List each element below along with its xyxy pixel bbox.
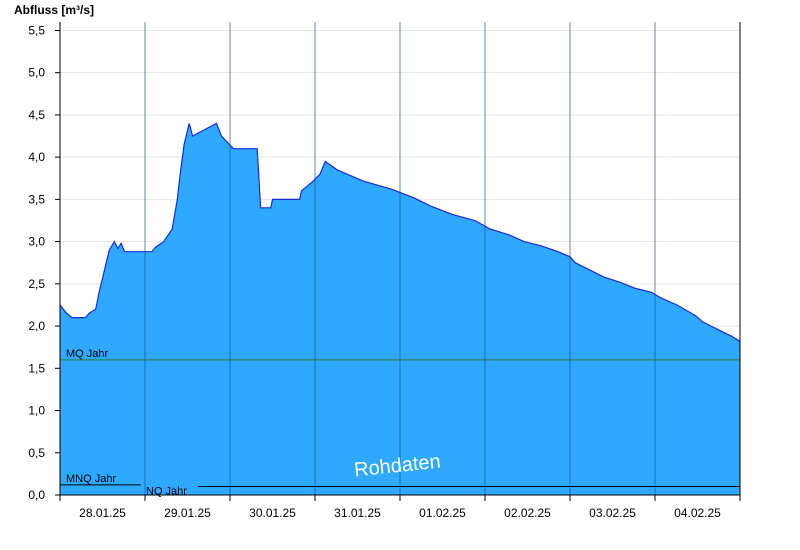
x-tick-label: 02.02.25	[504, 506, 551, 520]
x-tick-label: 31.01.25	[334, 506, 381, 520]
x-tick-label: 28.01.25	[79, 506, 126, 520]
discharge-line	[59, 122, 741, 342]
mq-jahr-label: MQ Jahr	[66, 348, 109, 360]
y-axis-label: Abfluss [m³/s]	[14, 3, 94, 17]
y-tick-label: 3,0	[28, 235, 45, 249]
y-tick-label: 1,5	[28, 361, 45, 375]
x-tick-label: 29.01.25	[164, 506, 211, 520]
y-tick-label: 0,0	[28, 488, 45, 502]
y-tick-label: 2,5	[28, 277, 45, 291]
y-tick-label: 5,5	[28, 23, 45, 37]
y-tick-label: 2,0	[28, 319, 45, 333]
y-tick-label: 5,0	[28, 66, 45, 80]
reference-lines-layer: MQ Jahr MNQ Jahr NQ Jahr	[60, 348, 740, 498]
x-tick-label: 04.02.25	[674, 506, 721, 520]
x-tick-label: 03.02.25	[589, 506, 636, 520]
x-tick-label: 30.01.25	[249, 506, 296, 520]
y-tick-label: 4,5	[28, 108, 45, 122]
nq-jahr-label: NQ Jahr	[146, 486, 187, 498]
vertical-grid-layer	[144, 22, 656, 495]
y-tick-label: 1,0	[28, 404, 45, 418]
mnq-jahr-label: MNQ Jahr	[66, 473, 116, 485]
y-tick-label: 0,5	[28, 446, 45, 460]
axis-layer: 0,0 0,5 1,0 1,5 2,0 2,5 3,0 3,5 4,0 4,5 5,0 5,5 28.0…	[28, 22, 741, 520]
y-tick-label: 4,0	[28, 150, 45, 164]
y-tick-label: 3,5	[28, 192, 45, 206]
x-tick-label: 01.02.25	[419, 506, 466, 520]
